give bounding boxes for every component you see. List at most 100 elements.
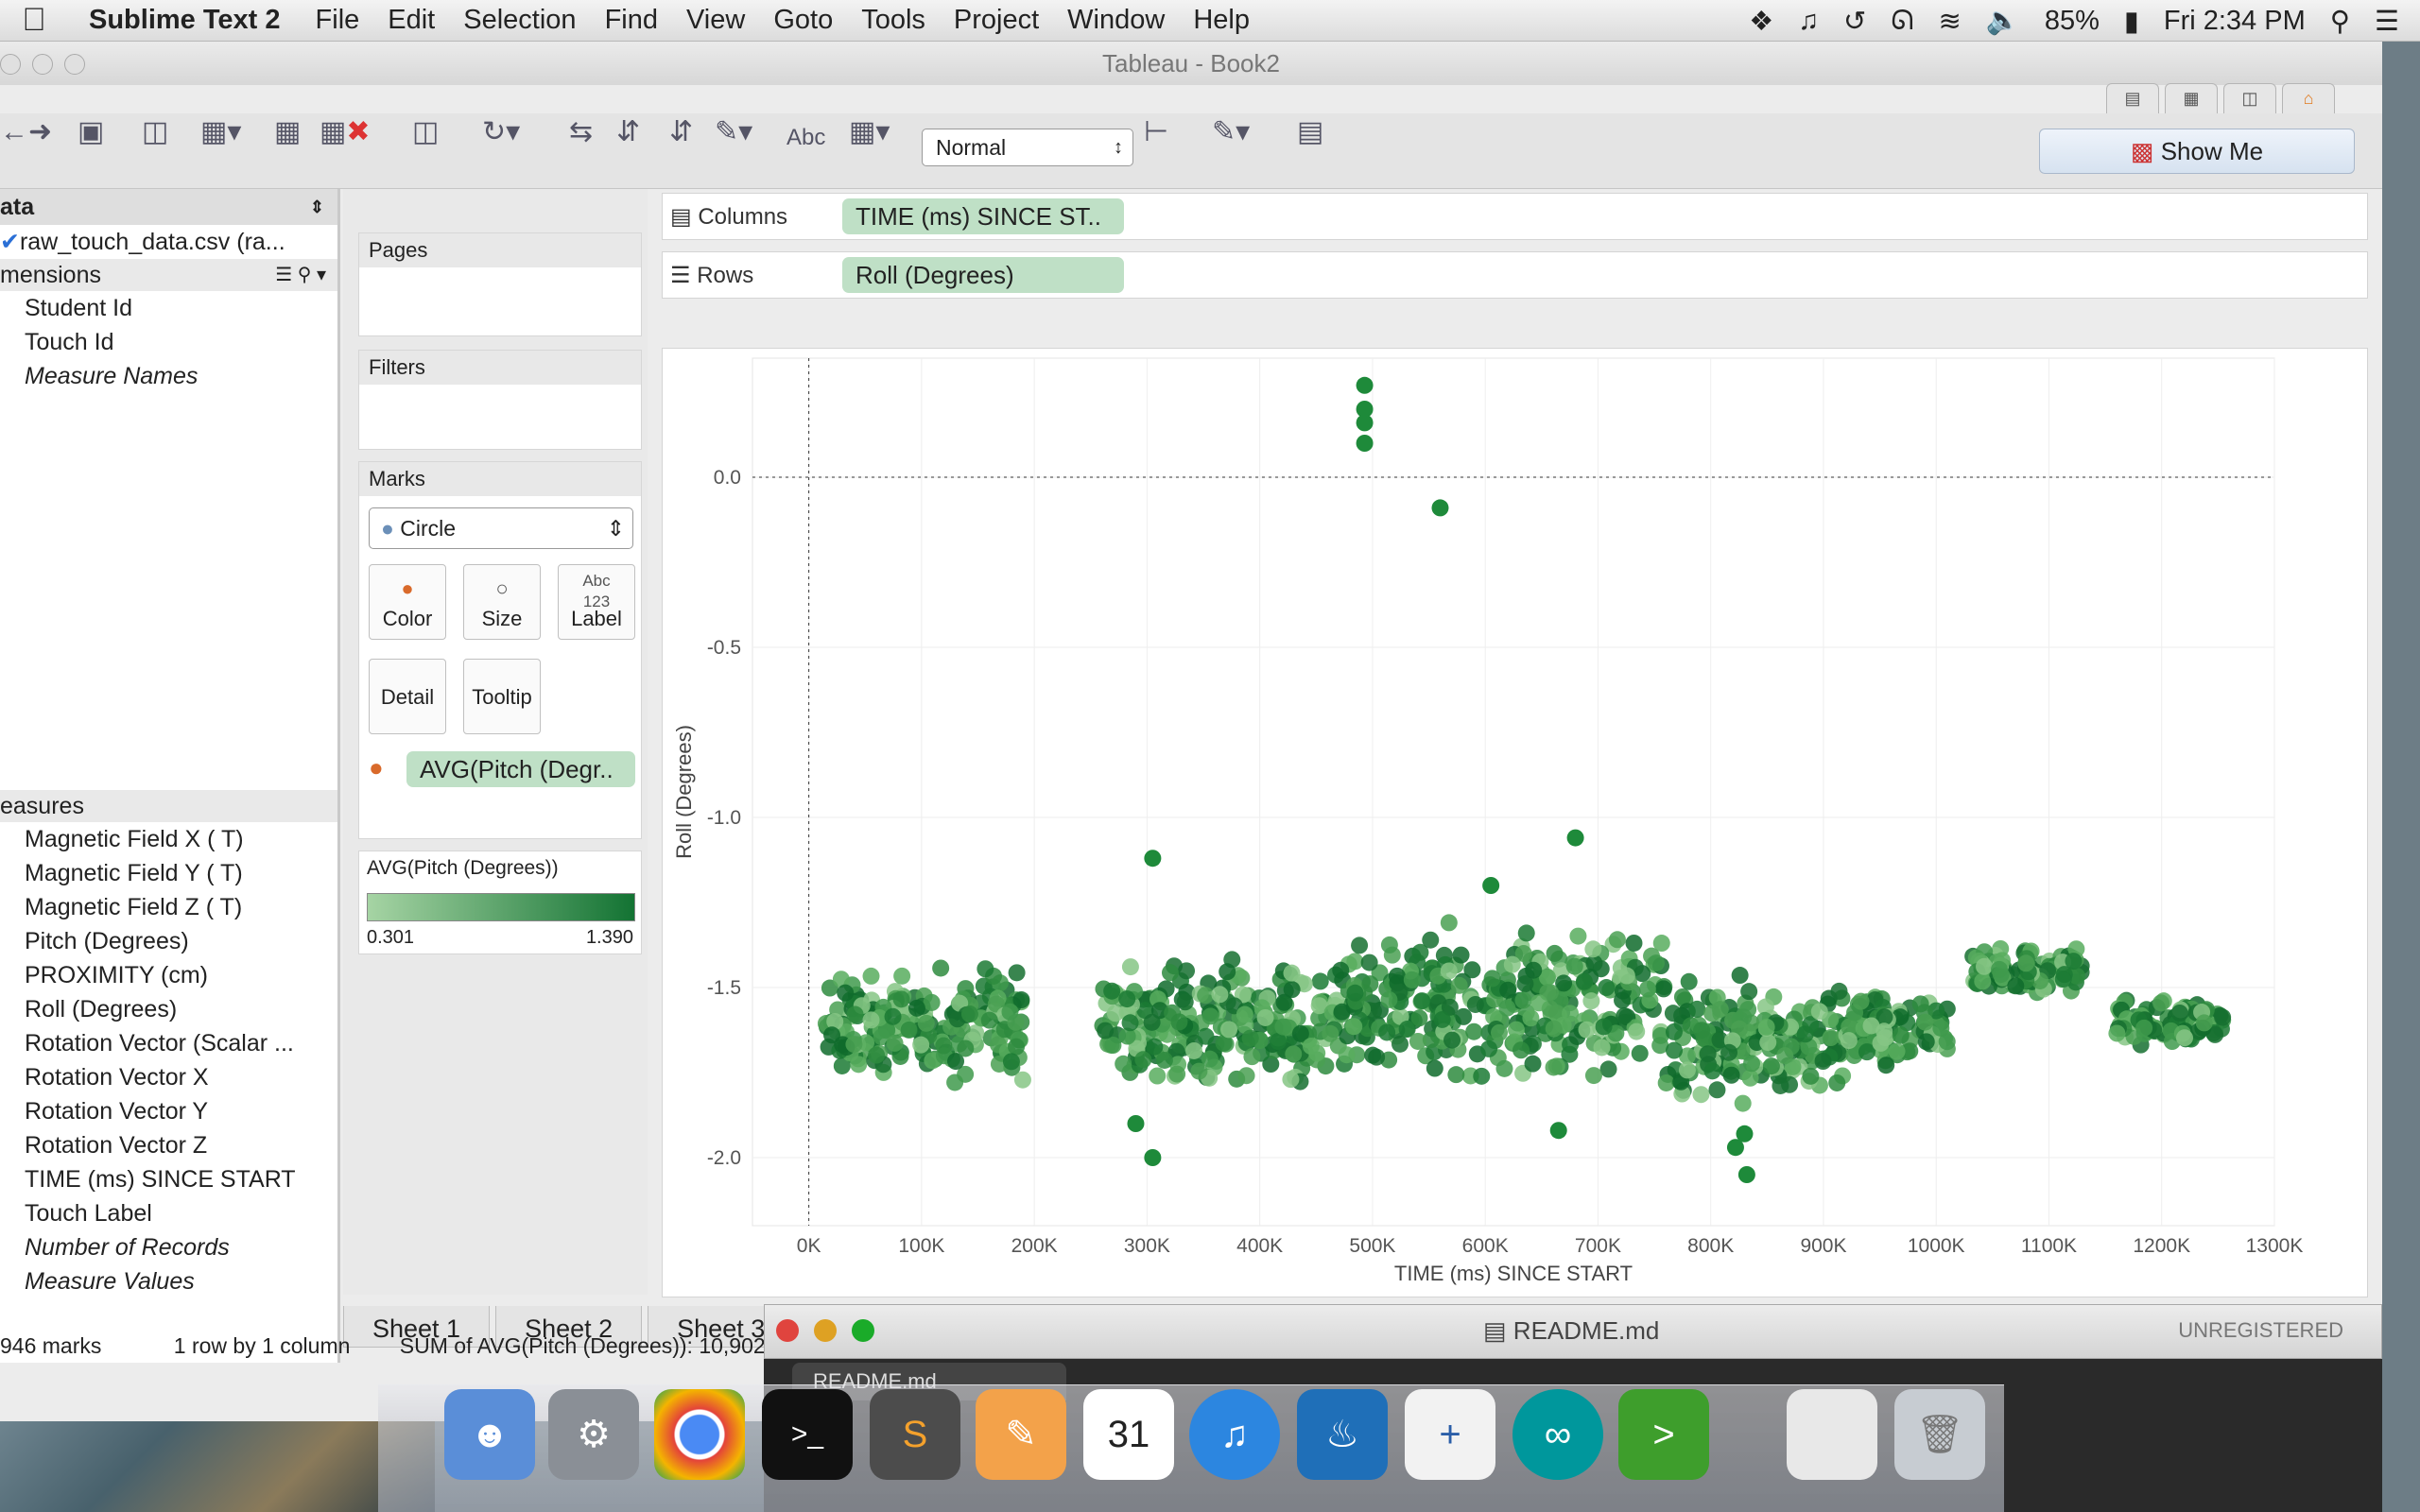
highlight-icon[interactable]: ✎▾ [715,116,753,147]
downloads-stack-icon[interactable] [1787,1389,1877,1480]
sort-desc-icon[interactable]: ⇵ [669,116,694,147]
tooltip-button[interactable]: Tooltip [463,659,541,734]
columns-pill[interactable]: TIME (ms) SINCE ST.. [842,198,1124,234]
arduino-icon[interactable]: ∞ [1512,1389,1603,1480]
terminal-icon[interactable]: >_ [762,1389,853,1480]
tab-sheet-1[interactable]: Sheet 1 [343,1306,491,1348]
field-time[interactable]: TIME (ms) SINCE START [25,1166,296,1193]
bluetooth-icon[interactable]: ᘏ [1891,5,1914,36]
rows-pill[interactable]: Roll (Degrees) [842,257,1124,293]
notification-icon[interactable]: ♫ [1798,5,1820,36]
pages-card[interactable]: Pages [358,232,642,336]
fit-icon[interactable]: ▦▾ [849,116,890,147]
sublime-close-button[interactable] [776,1319,799,1342]
menu-selection[interactable]: Selection [463,5,577,35]
search-icon[interactable]: ☰ ⚲ ▾ [275,265,326,285]
grid-tab-icon[interactable]: ▦ [2165,83,2218,113]
field-rotation-scalar[interactable]: Rotation Vector (Scalar ... [25,1030,294,1057]
spotlight-icon[interactable]: ⚲ [2329,6,2350,37]
menu-goto[interactable]: Goto [773,5,834,35]
zoom-button[interactable] [64,54,85,75]
show-labels-button[interactable]: Abc [786,125,826,150]
size-button[interactable]: ○ Size [463,564,541,640]
menu-find[interactable]: Find [604,5,658,35]
calendar-icon[interactable]: 31 [1083,1389,1174,1480]
redo-icon[interactable]: ➜ [28,116,53,147]
save-icon[interactable]: ▣ [78,116,105,147]
annotate-icon[interactable]: ✎▾ [1212,116,1251,147]
clock[interactable]: Fri 2:34 PM [2163,5,2306,36]
menu-help[interactable]: Help [1193,5,1250,35]
color-pill[interactable]: AVG(Pitch (Degr.. [406,751,635,787]
label-button[interactable]: Abc 123 Label [558,564,635,640]
time-machine-icon[interactable]: ↺ [1843,6,1867,37]
notification-center-icon[interactable]: ☰ [2375,6,2399,37]
field-pitch[interactable]: Pitch (Degrees) [25,928,189,954]
field-magnetic-x[interactable]: Magnetic Field X ( T) [25,826,244,852]
menu-project[interactable]: Project [953,5,1040,35]
duplicate-sheet-icon[interactable]: ▦ [274,116,302,147]
menu-edit[interactable]: Edit [388,5,436,35]
volume-icon[interactable]: 🔈 [1985,6,2020,36]
refresh-data-icon[interactable]: ◫ [412,116,440,147]
filters-card[interactable]: Filters [358,350,642,450]
swap-icon[interactable]: ⇆ [569,116,594,147]
color-button[interactable]: ● Color [369,564,446,640]
detail-button[interactable]: Detail [369,659,446,734]
menu-window[interactable]: Window [1067,5,1166,35]
auto-update-icon[interactable]: ↻▾ [482,116,521,147]
field-rotation-x[interactable]: Rotation Vector X [25,1064,209,1091]
script-icon[interactable]: > [1618,1389,1709,1480]
sublime-text-icon[interactable]: S [870,1389,960,1480]
clear-sheet-icon[interactable]: ▦✖ [320,116,371,147]
field-touch-label[interactable]: Touch Label [25,1200,152,1227]
finder-icon[interactable]: ☻ [444,1389,535,1480]
field-measure-values[interactable]: Measure Values [25,1268,195,1295]
app-menu[interactable]: Sublime Text 2 [89,5,281,35]
system-preferences-icon[interactable]: ⚙ [548,1389,639,1480]
minimize-button[interactable] [32,54,53,75]
field-touch-id[interactable]: Touch Id [25,329,114,355]
field-magnetic-y[interactable]: Magnetic Field Y ( T) [25,860,243,886]
new-sheet-icon[interactable]: ▦▾ [200,116,242,147]
mark-size-select[interactable]: Normal [922,129,1133,166]
wifi-icon[interactable]: ≋ [1938,6,1962,37]
tab-sheet-2[interactable]: Sheet 2 [495,1306,643,1348]
sublime-minimize-button[interactable] [814,1319,837,1342]
chevron-updown-icon[interactable]: ⇕ [309,198,324,216]
trash-icon[interactable]: 🗑 [1894,1389,1985,1480]
sublime-zoom-button[interactable] [852,1319,874,1342]
database-tab-icon[interactable]: ◫ [2223,83,2276,113]
home-tab-icon[interactable]: ⌂ [2282,83,2335,113]
menu-view[interactable]: View [685,5,746,35]
close-button[interactable] [0,54,21,75]
datasource-item[interactable]: ✔raw_touch_data.csv (ra... [0,225,337,259]
presentation-icon[interactable]: ▤ [1297,116,1324,147]
battery-percent[interactable]: 85% [2044,5,2100,36]
itunes-icon[interactable]: ♫ [1189,1389,1280,1480]
show-me-button[interactable]: ▩ Show Me [2039,129,2355,174]
tableau-icon[interactable]: + [1405,1389,1495,1480]
dropbox-icon[interactable]: ❖ [1749,6,1774,37]
field-proximity[interactable]: PROXIMITY (cm) [25,962,208,988]
field-measure-names[interactable]: Measure Names [25,363,199,389]
postgres-icon[interactable]: ♨ [1297,1389,1388,1480]
datasource-icon[interactable]: ◫ [142,116,169,147]
data-tab-icon[interactable]: ▤ [2106,83,2159,113]
scatter-chart[interactable]: 0K 100K 200K 300K 400K 500K 600K 700K 800K 900K 10… [663,349,2369,1298]
menu-file[interactable]: File [315,5,360,35]
field-student-id[interactable]: Student Id [25,295,132,321]
mark-type-select[interactable]: ● Circle ⇕ [369,507,633,549]
field-rotation-y[interactable]: Rotation Vector Y [25,1098,209,1125]
pages-icon[interactable]: ✎ [976,1389,1066,1480]
field-roll[interactable]: Roll (Degrees) [25,996,178,1022]
field-number-of-records[interactable]: Number of Records [25,1234,230,1261]
undo-icon[interactable]: ← [0,116,28,147]
field-magnetic-z[interactable]: Magnetic Field Z ( T) [25,894,243,920]
apple-icon[interactable]:  [0,2,68,39]
sort-asc-icon[interactable]: ⇵ [616,116,641,147]
chrome-icon[interactable] [654,1389,745,1480]
field-rotation-z[interactable]: Rotation Vector Z [25,1132,208,1159]
fix-axes-icon[interactable]: ⊢ [1144,116,1169,147]
menu-tools[interactable]: Tools [861,5,925,35]
